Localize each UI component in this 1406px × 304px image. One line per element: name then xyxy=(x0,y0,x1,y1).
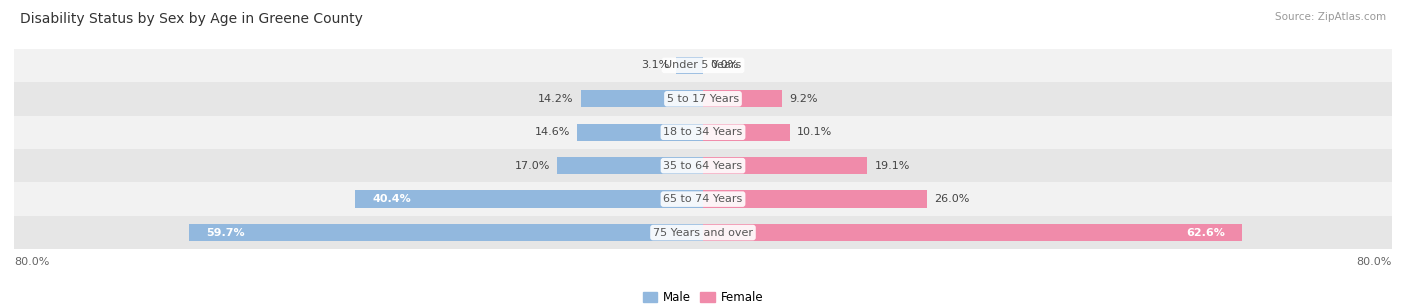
Bar xyxy=(14,116,1392,149)
Bar xyxy=(676,57,703,74)
Bar xyxy=(703,224,1241,241)
Text: 14.2%: 14.2% xyxy=(538,94,574,104)
Bar xyxy=(356,190,703,208)
Legend: Male, Female: Male, Female xyxy=(640,288,766,304)
Text: Under 5 Years: Under 5 Years xyxy=(665,60,741,70)
Text: 59.7%: 59.7% xyxy=(207,228,245,237)
Text: 10.1%: 10.1% xyxy=(797,127,832,137)
Text: 80.0%: 80.0% xyxy=(1357,257,1392,267)
Bar xyxy=(703,190,927,208)
Text: Disability Status by Sex by Age in Greene County: Disability Status by Sex by Age in Green… xyxy=(20,12,363,26)
Text: 26.0%: 26.0% xyxy=(934,194,969,204)
Text: 80.0%: 80.0% xyxy=(14,257,49,267)
Bar xyxy=(557,157,703,174)
Text: 17.0%: 17.0% xyxy=(515,161,550,171)
Text: 14.6%: 14.6% xyxy=(536,127,571,137)
Bar xyxy=(188,224,703,241)
Bar xyxy=(703,123,790,141)
Text: 9.2%: 9.2% xyxy=(789,94,818,104)
Bar xyxy=(14,49,1392,82)
Bar xyxy=(578,123,703,141)
Text: 65 to 74 Years: 65 to 74 Years xyxy=(664,194,742,204)
Bar xyxy=(581,90,703,108)
Text: 62.6%: 62.6% xyxy=(1187,228,1225,237)
Text: 40.4%: 40.4% xyxy=(373,194,411,204)
Bar xyxy=(14,149,1392,182)
Bar xyxy=(703,157,868,174)
Text: 3.1%: 3.1% xyxy=(641,60,669,70)
Text: 35 to 64 Years: 35 to 64 Years xyxy=(664,161,742,171)
Text: 19.1%: 19.1% xyxy=(875,161,910,171)
Bar xyxy=(703,90,782,108)
Text: 75 Years and over: 75 Years and over xyxy=(652,228,754,237)
Text: 18 to 34 Years: 18 to 34 Years xyxy=(664,127,742,137)
Bar xyxy=(14,182,1392,216)
Text: 0.0%: 0.0% xyxy=(710,60,738,70)
Text: Source: ZipAtlas.com: Source: ZipAtlas.com xyxy=(1275,12,1386,22)
Text: 5 to 17 Years: 5 to 17 Years xyxy=(666,94,740,104)
Bar xyxy=(14,82,1392,116)
Bar xyxy=(14,216,1392,249)
